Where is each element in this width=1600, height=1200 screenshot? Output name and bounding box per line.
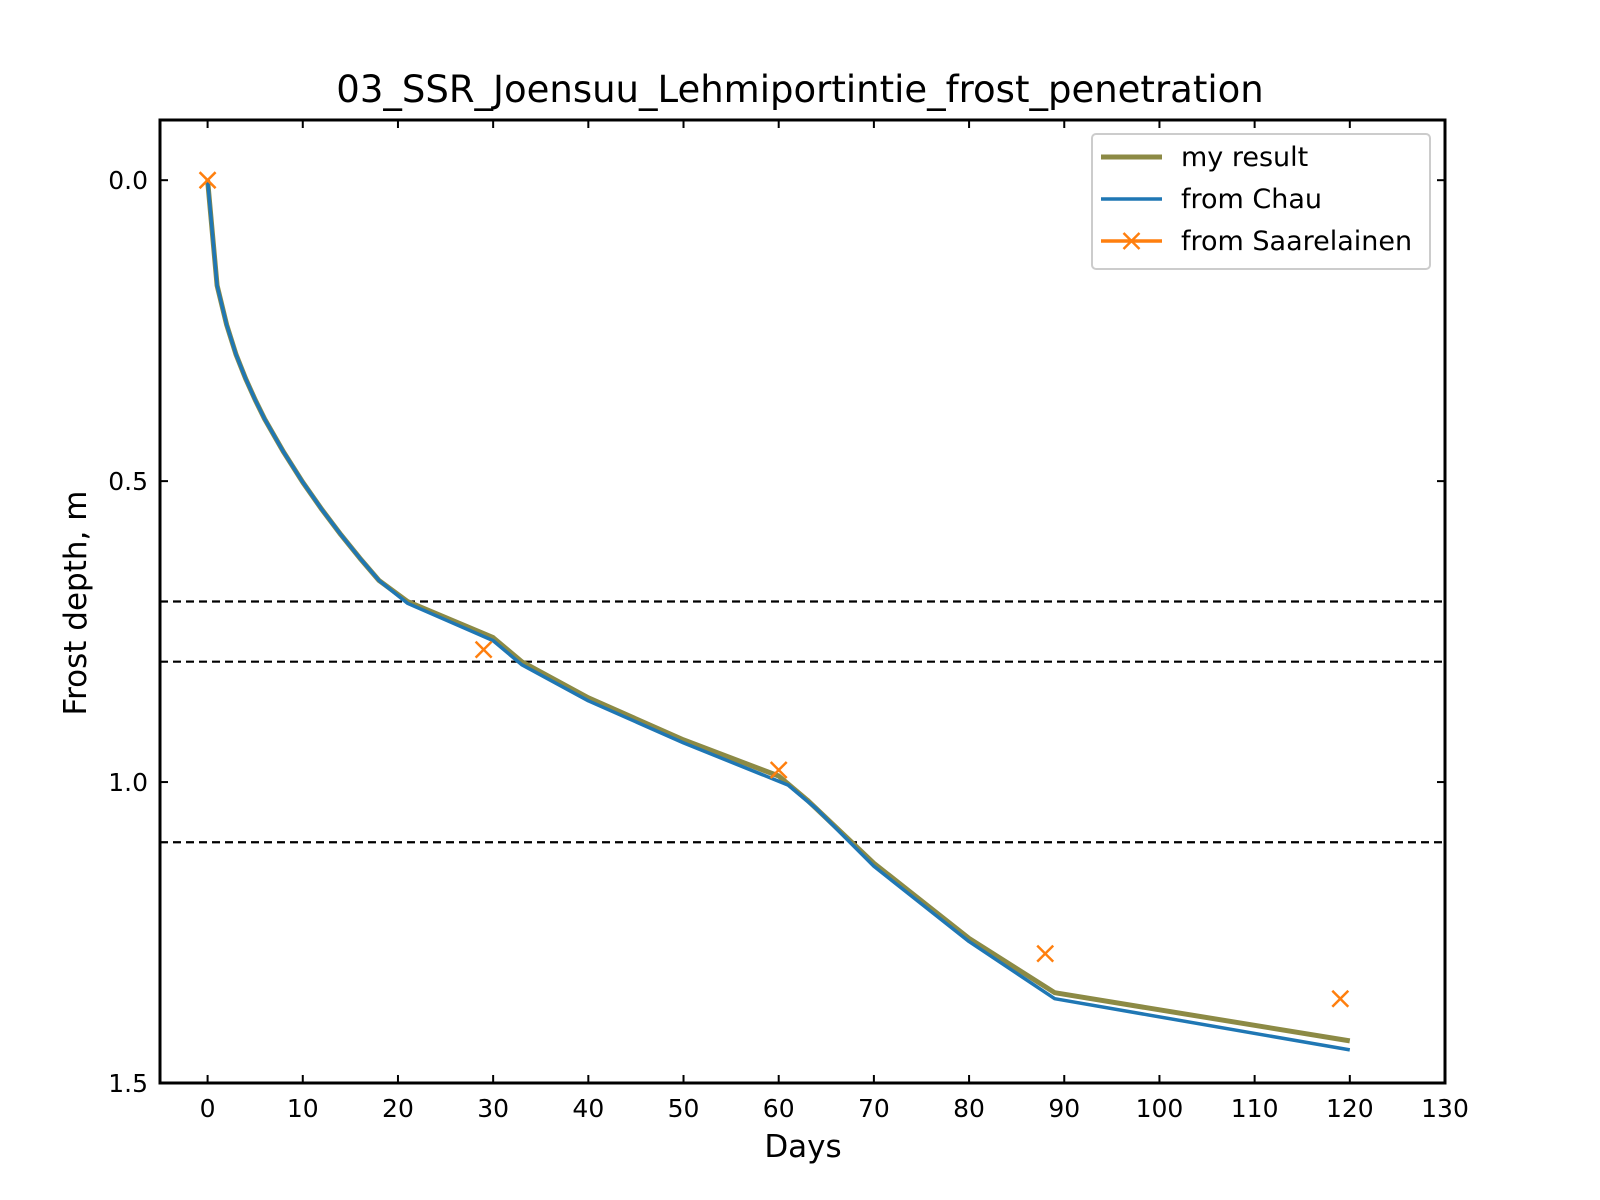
x-axis-label: Days xyxy=(764,1129,841,1165)
data-point-b xyxy=(769,761,788,779)
series-from-saarelainen xyxy=(198,171,1350,1008)
chart-title: 03_SSR_Joensuu_Lehmiportintie_frost_pene… xyxy=(336,68,1263,111)
series-from-chau xyxy=(205,180,1351,1052)
x-tick-label: 20 xyxy=(382,1094,414,1123)
series-line xyxy=(205,179,1351,1044)
data-point-b xyxy=(198,171,217,190)
x-tick-label: 130 xyxy=(1421,1094,1469,1123)
ticks-layer: 0 10 20 30 40 50 60 70 80 90 100 110 120 130 0.0 0.5 1.0… xyxy=(108,120,1469,1123)
data-point-b xyxy=(1331,989,1350,1008)
y-tick-label: 0.0 xyxy=(108,166,148,195)
x-tick-label: 90 xyxy=(1048,1094,1080,1123)
legend: my result from Chau from Saarelainen xyxy=(1091,133,1431,270)
data-point-b xyxy=(474,640,493,659)
legend-label: from Saarelainen xyxy=(1181,226,1412,257)
y-tick-label: 1.5 xyxy=(108,1069,148,1098)
x-tick-label: 0 xyxy=(200,1094,216,1123)
x-tick-label: 40 xyxy=(572,1094,604,1123)
x-tick-label: 10 xyxy=(287,1094,319,1123)
data-point-b xyxy=(1036,944,1055,963)
x-tick-label: 50 xyxy=(668,1094,700,1123)
x-tick-label: 120 xyxy=(1326,1094,1374,1123)
x-tick-label: 110 xyxy=(1231,1094,1279,1123)
x-tick-label: 70 xyxy=(858,1094,890,1123)
legend-box xyxy=(1091,133,1431,270)
legend-label: from Chau xyxy=(1181,184,1322,215)
plot-frame xyxy=(158,118,1447,1085)
x-tick-label: 60 xyxy=(763,1094,795,1123)
legend-marker-b xyxy=(1122,232,1141,250)
reference-lines xyxy=(160,600,1445,844)
x-tick-label: 100 xyxy=(1136,1094,1184,1123)
y-tick-label: 0.5 xyxy=(108,467,148,496)
x-tick-label: 30 xyxy=(477,1094,509,1123)
series-my-result xyxy=(205,179,1351,1044)
y-tick-label: 1.0 xyxy=(108,768,148,797)
series-layer xyxy=(198,171,1351,1052)
x-tick-label: 80 xyxy=(953,1094,985,1123)
series-line xyxy=(205,180,1351,1052)
y-axis-label: Frost depth, m xyxy=(58,491,94,716)
legend-label: my result xyxy=(1181,142,1308,173)
